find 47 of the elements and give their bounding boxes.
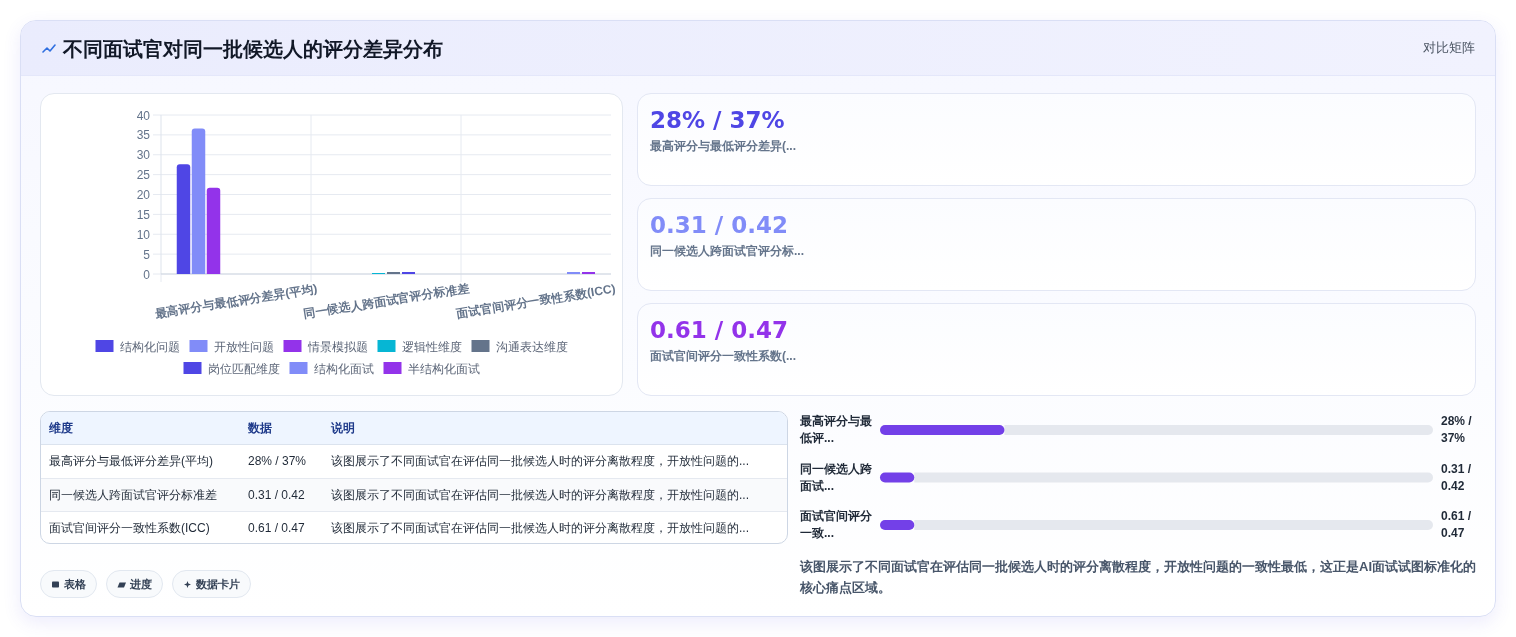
text: 该图展示了不同面试官在评估同一批候选人时的评分离散程度，开放性问题的一致性最低，这正是AI面试试图标准化的核心痛点区域。 <box>800 558 1477 597</box>
legend-label: 结构化面试 <box>313 361 374 376</box>
text: 该图展示了不同面试官在评估同一批候选人时的评分离散程度，开放性问题的... <box>331 487 750 504</box>
text: 0.31 / 0.42 <box>650 211 788 240</box>
y-tick-label: 10 <box>136 227 151 242</box>
text: 不同面试官对同一批候选人的评分差异分布 <box>63 37 443 62</box>
text: 同一候选人跨面试官评分标... <box>650 243 805 259</box>
y-tick-label: 25 <box>136 168 151 183</box>
legend-label: 逻辑性维度 <box>401 339 462 354</box>
text: 28% / 37% <box>248 453 307 470</box>
text: 表格 <box>64 576 86 592</box>
legend-label: 沟通表达维度 <box>495 339 568 354</box>
y-tick-label: 面试官间评分一致... <box>800 508 873 542</box>
text: 该图展示了不同面试官在评估同一批候选人时的评分离散程度，开放性问题的... <box>331 453 750 470</box>
y-tick-label: 35 <box>136 128 151 143</box>
legend-label: 结构化问题 <box>119 339 180 354</box>
y-tick-label: 同一候选人跨面试... <box>800 460 873 495</box>
text: 0.61 / 0.47 <box>650 316 788 345</box>
y-tick-label: 40 <box>136 108 151 123</box>
category-label: 数据 <box>248 420 272 437</box>
text: 最高评分与最低评分差异(平均) <box>49 453 213 470</box>
text: 0.61 / 0.47 <box>248 520 305 537</box>
text: 28% / 37% <box>1441 413 1473 447</box>
text: 该图展示了不同面试官在评估同一批候选人时的评分离散程度，开放性问题的... <box>331 520 750 537</box>
text: 数据卡片 <box>196 576 240 592</box>
text: 28% / 37% <box>650 106 785 135</box>
legend-label: 岗位匹配维度 <box>207 361 280 376</box>
text: 面试官间评分一致性系数(ICC) <box>49 520 210 537</box>
y-tick-label: 15 <box>136 207 151 222</box>
text: 0.61 / 0.47 <box>1441 508 1473 542</box>
text: 最高评分与最低评分差异(... <box>650 138 796 154</box>
y-tick-label: 5 <box>143 247 151 262</box>
y-tick-label: 20 <box>136 188 151 202</box>
text: 对比矩阵 <box>1423 40 1475 56</box>
legend-label: 半结构化面试 <box>407 361 480 376</box>
category-label: 维度 <box>49 420 73 437</box>
text: 同一候选人跨面试官评分标准差 <box>49 487 217 504</box>
y-tick-label: 0 <box>143 267 151 282</box>
legend-label: 开放性问题 <box>213 339 274 354</box>
text: 0.31 / 0.42 <box>1441 460 1473 495</box>
text: 0.31 / 0.42 <box>248 487 305 504</box>
y-tick-label: 30 <box>136 148 151 163</box>
legend-label: 情景模拟题 <box>306 339 368 354</box>
category-label: 说明 <box>331 420 355 437</box>
text: 进度 <box>130 576 152 592</box>
text: 面试官间评分一致性系数(... <box>650 348 796 364</box>
y-tick-label: 最高评分与最低评... <box>800 413 873 447</box>
